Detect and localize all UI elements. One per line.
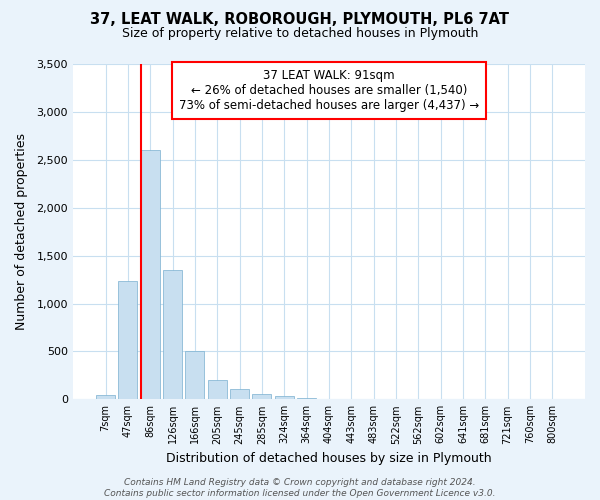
Bar: [163, 270, 182, 400]
Text: 37 LEAT WALK: 91sqm
← 26% of detached houses are smaller (1,540)
73% of semi-det: 37 LEAT WALK: 91sqm ← 26% of detached ho…: [179, 69, 479, 112]
Text: Contains HM Land Registry data © Crown copyright and database right 2024.
Contai: Contains HM Land Registry data © Crown c…: [104, 478, 496, 498]
Text: Size of property relative to detached houses in Plymouth: Size of property relative to detached ho…: [122, 28, 478, 40]
Bar: [118, 282, 137, 400]
Bar: [297, 398, 316, 400]
Text: 37, LEAT WALK, ROBOROUGH, PLYMOUTH, PL6 7AT: 37, LEAT WALK, ROBOROUGH, PLYMOUTH, PL6 …: [91, 12, 509, 28]
Bar: [141, 150, 160, 400]
Bar: [96, 394, 115, 400]
Bar: [253, 394, 271, 400]
Bar: [185, 352, 205, 400]
Bar: [275, 396, 294, 400]
Bar: [208, 380, 227, 400]
X-axis label: Distribution of detached houses by size in Plymouth: Distribution of detached houses by size …: [166, 452, 492, 465]
Bar: [230, 389, 249, 400]
Y-axis label: Number of detached properties: Number of detached properties: [15, 133, 28, 330]
